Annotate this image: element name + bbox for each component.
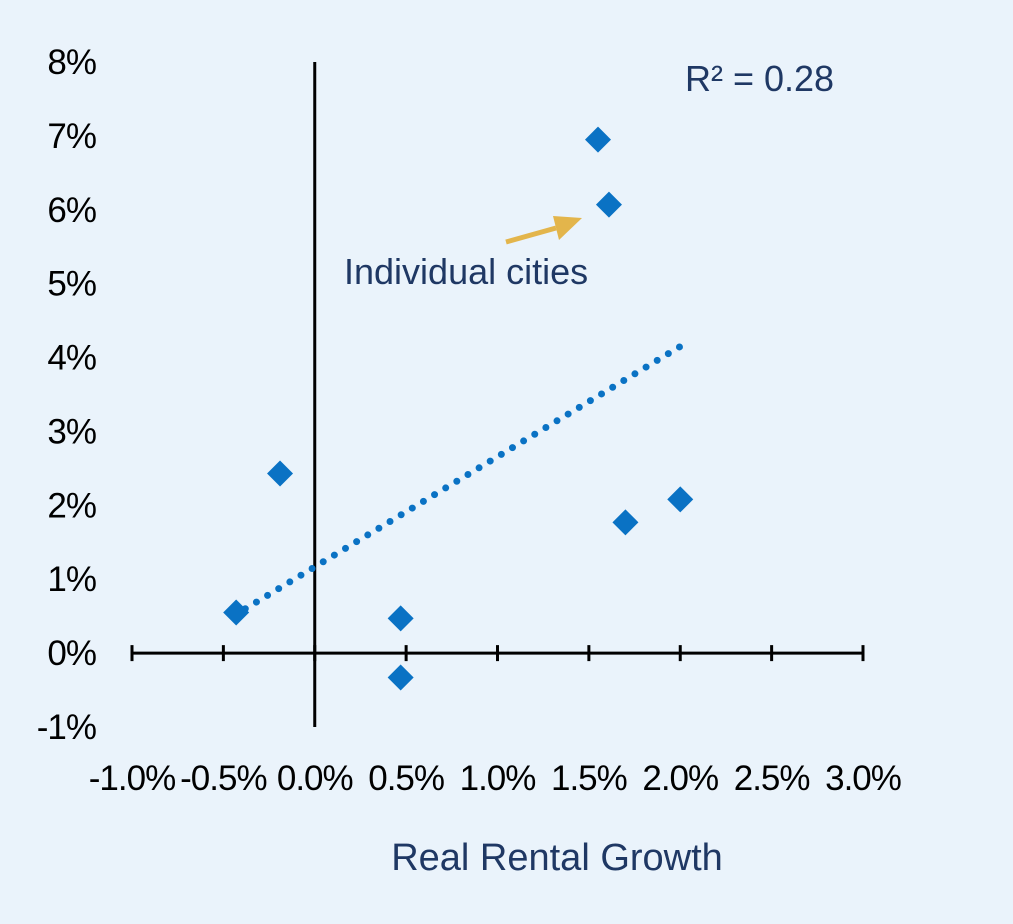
x-tick-label: -1.0% bbox=[89, 759, 175, 798]
axes-layer bbox=[130, 62, 865, 727]
y-tick-label: 5% bbox=[47, 265, 96, 304]
y-tick-label: 7% bbox=[47, 117, 96, 156]
y-tick-label: 3% bbox=[47, 412, 96, 451]
data-point bbox=[667, 486, 694, 513]
tick-labels-layer: -1.0% -0.5% 0.0% 0.5% 1.0% 1.5% 2.0% 2.5% 3.0% -1… bbox=[37, 43, 902, 798]
y-tick-label: -1% bbox=[37, 708, 96, 747]
data-point bbox=[612, 509, 639, 536]
data-point bbox=[267, 460, 294, 487]
x-axis-title: Real Rental Growth bbox=[391, 837, 723, 879]
x-tick-label: 3.0% bbox=[825, 759, 901, 798]
arrow-head bbox=[553, 216, 582, 240]
data-point bbox=[387, 664, 414, 691]
data-point bbox=[585, 126, 612, 153]
data-point bbox=[387, 605, 414, 632]
x-tick-label: 0.0% bbox=[277, 759, 353, 798]
y-tick-label: 4% bbox=[47, 339, 96, 378]
x-tick-label: 0.5% bbox=[368, 759, 444, 798]
y-tick-label: 6% bbox=[47, 191, 96, 230]
points-layer bbox=[223, 126, 694, 691]
trendline-layer bbox=[241, 342, 684, 613]
individual-cities-label: Individual cities bbox=[344, 251, 588, 292]
y-tick-label: 2% bbox=[47, 486, 96, 525]
annotation-arrow bbox=[505, 216, 582, 245]
data-point bbox=[595, 191, 622, 218]
x-tick-label: 1.5% bbox=[551, 759, 627, 798]
x-tick-label: 2.0% bbox=[642, 759, 718, 798]
arrow-shaft bbox=[505, 225, 557, 245]
x-tick-label: 1.0% bbox=[460, 759, 536, 798]
trendline bbox=[241, 342, 684, 613]
y-tick-label: 0% bbox=[47, 634, 96, 673]
r-squared-label: R² = 0.28 bbox=[685, 58, 834, 99]
y-tick-label: 1% bbox=[47, 560, 96, 599]
data-point bbox=[223, 599, 250, 626]
y-tick-label: 8% bbox=[47, 43, 96, 82]
x-tick-label: 2.5% bbox=[734, 759, 810, 798]
x-tick-label: -0.5% bbox=[180, 759, 266, 798]
